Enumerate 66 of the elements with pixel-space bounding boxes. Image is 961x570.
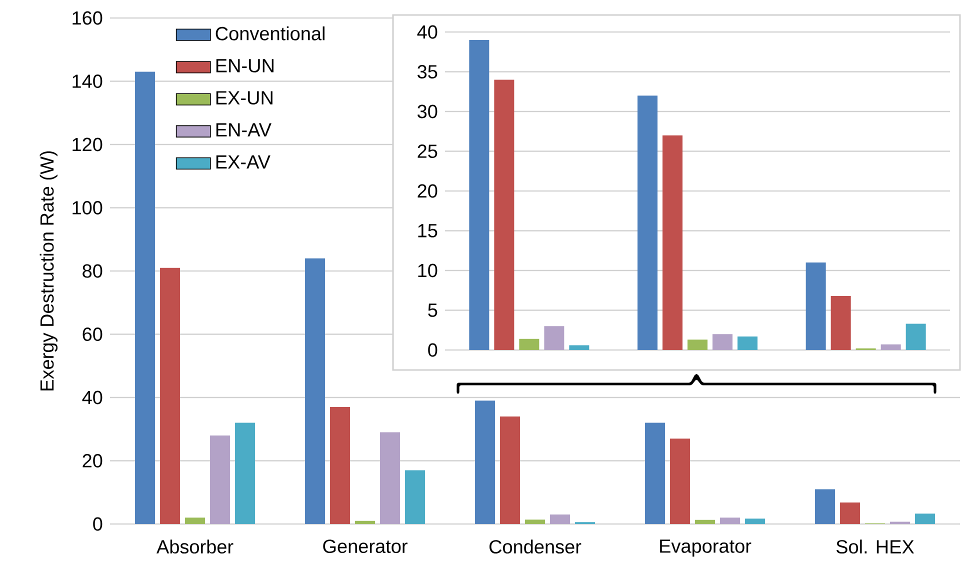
bar [880, 344, 901, 350]
x-tick-label: Sol. HEX [836, 540, 914, 554]
bar [638, 96, 658, 350]
bar [469, 40, 490, 350]
bar [305, 258, 326, 524]
bar [712, 334, 733, 350]
bar [519, 338, 540, 350]
y-tick-label: 25 [418, 144, 438, 158]
bar [814, 489, 835, 524]
bar [405, 470, 426, 524]
bar [525, 520, 546, 524]
y-tick-label: 40 [417, 25, 438, 39]
bar [720, 518, 740, 524]
x-tick-label: Generator [323, 540, 408, 554]
bar [745, 518, 766, 524]
bar [185, 518, 206, 524]
y-axis-title: Exergy Destruction Rate (W) [40, 151, 58, 390]
bar [915, 514, 935, 524]
y-tick-label: 160 [72, 11, 102, 25]
bar [135, 72, 156, 524]
bar [355, 520, 376, 524]
bar [830, 296, 851, 350]
y-tick-label: 60 [82, 328, 102, 341]
legend-label: EX-UN [216, 91, 272, 105]
bar [670, 438, 690, 524]
y-tick-label: 120 [72, 138, 102, 152]
bar [738, 336, 758, 350]
bar [475, 400, 495, 524]
y-tick-label: 5 [428, 304, 438, 317]
legend-label: Conventional [216, 26, 324, 40]
bar [160, 268, 180, 524]
y-tick-label: 140 [72, 74, 102, 88]
y-tick-label: 0 [428, 343, 438, 357]
bar [500, 416, 520, 524]
bar [210, 435, 230, 524]
y-tick-label: 10 [418, 264, 438, 278]
y-tick-label: 40 [82, 390, 102, 404]
bar [688, 340, 708, 350]
y-tick-label: 100 [72, 201, 102, 214]
bar [890, 522, 910, 524]
y-tick-label: 30 [418, 104, 438, 118]
legend-label: EN-AV [216, 123, 272, 136]
y-tick-label: 20 [82, 454, 102, 468]
y-tick-label: 15 [418, 224, 438, 238]
x-tick-label: Evaporator [660, 540, 752, 557]
bar [806, 262, 826, 350]
bar [544, 326, 564, 350]
y-tick-label: 0 [93, 517, 102, 531]
bar [235, 422, 256, 524]
bar [840, 502, 860, 524]
bar [645, 422, 665, 524]
legend-label: EN-UN [216, 59, 274, 72]
legend-label: EX-AV [216, 155, 270, 168]
y-tick-label: 20 [418, 184, 438, 198]
bar [380, 432, 400, 524]
bar [330, 406, 350, 524]
bar [906, 324, 926, 350]
y-tick-label: 80 [82, 264, 102, 278]
bar [494, 80, 514, 350]
bar [550, 514, 570, 524]
x-tick-label: Condenser [490, 540, 582, 554]
bar [662, 135, 683, 350]
bar [695, 520, 715, 524]
bar [569, 345, 590, 350]
x-tick-label: Absorber [156, 540, 234, 554]
y-tick-label: 35 [418, 65, 438, 78]
